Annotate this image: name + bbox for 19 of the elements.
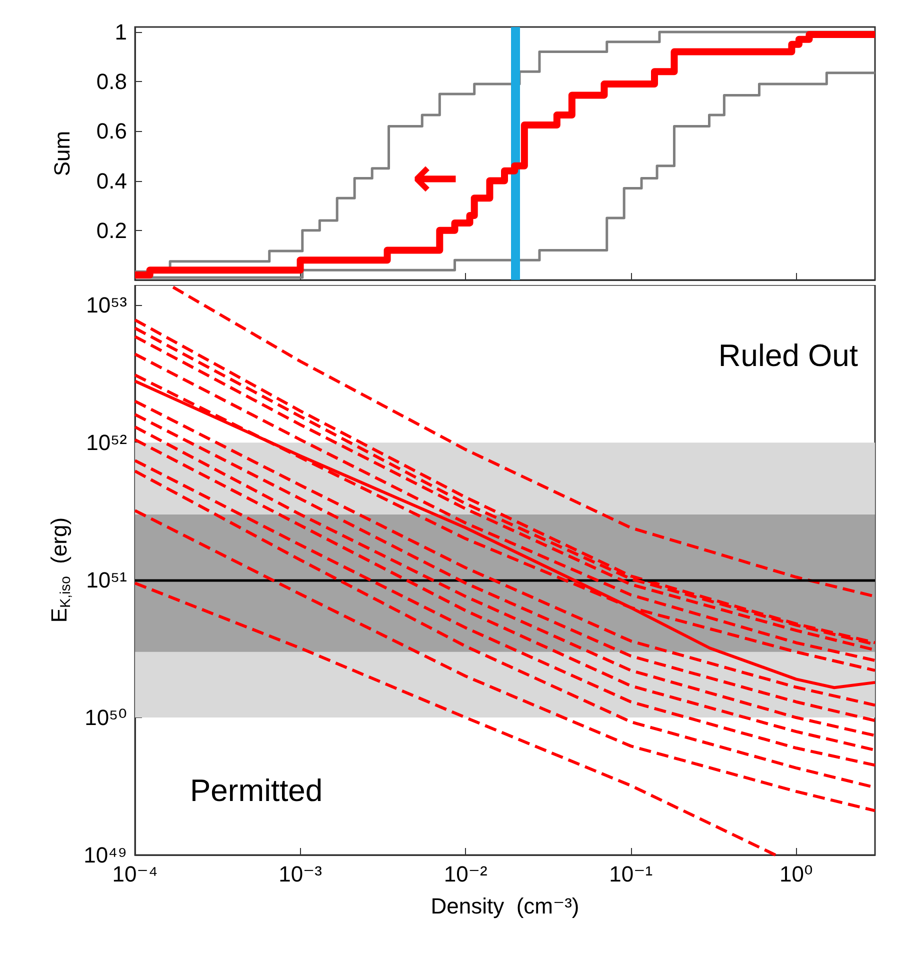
x-tick-label: 10⁻¹: [609, 862, 653, 886]
y-axis-title: Sum: [50, 130, 74, 176]
y-tick-label: 10⁵³: [86, 292, 127, 318]
x-tick-label: 10⁰: [779, 862, 813, 886]
x-tick-label: 10⁻³: [278, 862, 322, 886]
y-tick-label: 10⁵²: [86, 430, 127, 456]
y-tick-label: 0.8: [96, 69, 127, 94]
x-axis-title: Density (cm⁻³): [430, 894, 580, 918]
y-tick-label: 1: [114, 19, 127, 44]
y-tick-label: 0.4: [96, 168, 127, 194]
y-tick-label: 10⁵⁰: [84, 705, 128, 730]
annotation: Permitted: [190, 773, 323, 808]
x-tick-label: 10⁻²: [444, 862, 488, 886]
y-tick-label: 10⁵¹: [86, 568, 127, 593]
y-tick-label: 0.6: [96, 118, 127, 144]
annotation: Ruled Out: [718, 338, 858, 373]
y-axis-title: EK,iso (erg): [46, 517, 74, 623]
annotation: ←: [412, 146, 459, 210]
y-tick-label: 0.2: [96, 218, 127, 243]
